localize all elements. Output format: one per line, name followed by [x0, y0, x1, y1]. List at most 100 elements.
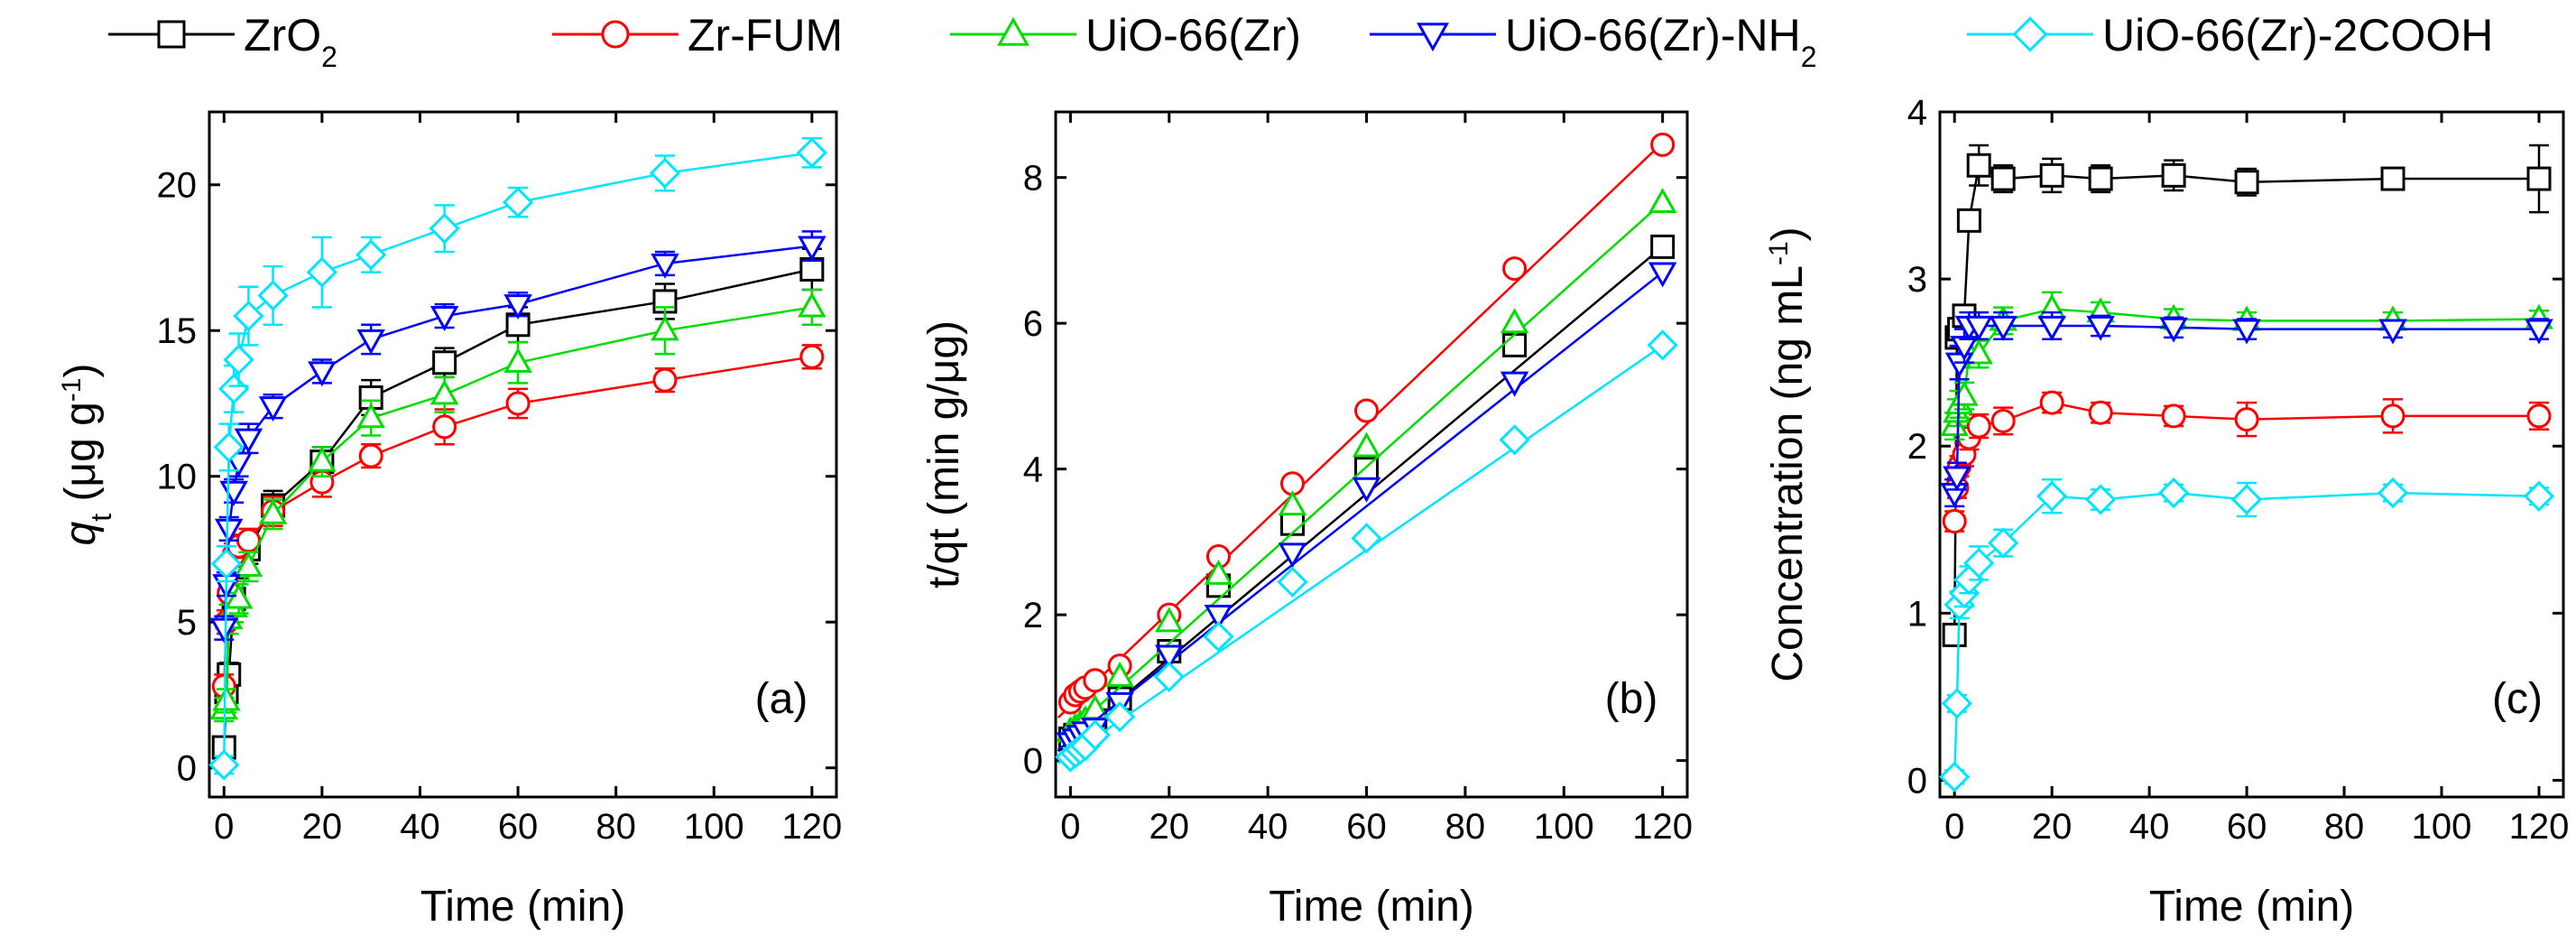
- y-tick-label: 6: [1023, 304, 1043, 344]
- x-axis-label: Time (min): [420, 883, 626, 931]
- data-point: [257, 280, 289, 311]
- data-point: [2230, 484, 2263, 515]
- x-tick-label: 20: [1150, 807, 1190, 847]
- x-tick-label: 100: [684, 807, 744, 847]
- data-point: [210, 548, 243, 579]
- data-point: [1500, 308, 1529, 334]
- data-point: [1648, 188, 1677, 214]
- data-point: [218, 373, 250, 404]
- data-point: [308, 361, 337, 387]
- x-tick-label: 40: [2129, 807, 2170, 847]
- data-point: [1079, 719, 1111, 751]
- data-point: [1950, 336, 1979, 362]
- x-tick-label: 60: [498, 807, 539, 847]
- data-point: [1203, 621, 1234, 653]
- x-tick-label: 60: [2227, 807, 2267, 847]
- data-point: [429, 305, 459, 331]
- legend-label-text: UiO-66(Zr)-2COOH: [2102, 10, 2493, 60]
- panel-tag: (b): [1605, 675, 1658, 723]
- data-point: [1941, 688, 1973, 719]
- series-uio662cooh: [208, 136, 827, 781]
- legend-marker: [157, 20, 186, 49]
- x-tick-label: 100: [2412, 807, 2472, 847]
- data-point: [429, 213, 460, 245]
- data-point: [1103, 701, 1136, 733]
- x-tick-label: 120: [1632, 807, 1693, 847]
- data-point: [233, 300, 264, 332]
- data-point: [2161, 403, 2186, 429]
- x-axis-label: Time (min): [2149, 883, 2355, 931]
- y-tick-label: 2: [1023, 596, 1043, 635]
- x-tick-label: 40: [1248, 807, 1288, 847]
- y-tick-label: 0: [1023, 742, 1043, 782]
- data-point: [2086, 315, 2115, 341]
- data-point: [208, 749, 240, 781]
- x-tick-label: 20: [302, 807, 343, 847]
- data-point: [2380, 403, 2405, 429]
- legend-marker: [2012, 16, 2048, 52]
- legend-item-uio66: UiO-66(Zr): [950, 10, 1301, 60]
- x-axis-label: Time (min): [1269, 883, 1474, 931]
- x-tick-label: 120: [781, 807, 842, 847]
- y-axis-label-text: q: [57, 521, 105, 545]
- data-point: [1988, 527, 2019, 559]
- data-point: [209, 617, 239, 644]
- data-point: [2036, 480, 2068, 512]
- y-axis-label-unit: (μg g: [57, 402, 105, 514]
- data-point: [219, 480, 248, 506]
- data-point: [2159, 317, 2188, 343]
- data-point: [358, 443, 383, 468]
- data-point: [1942, 509, 1967, 534]
- data-point: [258, 498, 288, 524]
- x-tick-label: 60: [1346, 807, 1387, 847]
- data-point: [1352, 431, 1381, 458]
- legend-label: UiO-66(Zr)-2COOH: [2102, 10, 2493, 60]
- data-point: [1354, 398, 1380, 423]
- data-point: [652, 367, 678, 393]
- data-point: [356, 329, 385, 355]
- legend-marker: [601, 20, 630, 49]
- series-zro2: [1942, 144, 2552, 647]
- fit-line: [1057, 246, 1664, 753]
- data-point: [798, 236, 826, 262]
- data-point: [1989, 315, 2017, 341]
- series-zro2: [211, 247, 825, 760]
- y-tick-label: 8: [1023, 159, 1043, 199]
- y-tick-label: 10: [157, 458, 198, 497]
- x-tick-label: 120: [2509, 807, 2570, 847]
- data-point: [1990, 408, 2016, 433]
- data-point: [2234, 407, 2259, 432]
- data-point: [306, 256, 338, 288]
- data-point: [212, 685, 241, 711]
- data-point: [649, 157, 681, 189]
- data-point: [1966, 153, 1991, 178]
- series-uio66nh2: [209, 230, 826, 644]
- plot-frame: [208, 110, 838, 799]
- data-point: [258, 396, 288, 422]
- series-uio662cooh: [1939, 477, 2555, 792]
- fit-line: [1057, 142, 1664, 718]
- panel-c: 0 20 40 60 80 100 120 0 1 2 3 4 Time (min) Concentrat…: [1764, 93, 2570, 931]
- panel-a: 0 20 40 60 80 100 120 0 5 10 15 20 Time (min) qt (μg …: [57, 110, 842, 931]
- data-point: [1650, 234, 1676, 259]
- data-point: [796, 137, 827, 169]
- data-point: [2158, 477, 2190, 509]
- x-tick-label: 0: [1944, 807, 1964, 847]
- data-point: [308, 446, 337, 472]
- x-tick-label: 20: [2032, 807, 2073, 847]
- y-tick-label: 15: [157, 311, 198, 351]
- data-point: [1939, 761, 1971, 792]
- y-tick-label: 4: [1023, 450, 1043, 490]
- legend-item-zrfum: Zr-FUM: [552, 10, 843, 60]
- series-uio66nh2: [1940, 310, 2553, 508]
- plot-frame: [1054, 110, 1689, 799]
- y-tick-label: 1: [1907, 594, 1927, 634]
- x-tick-label: 0: [214, 807, 234, 847]
- legend-label: UiO-66(Zr): [1085, 10, 1301, 60]
- data-point: [213, 431, 245, 463]
- data-point: [1943, 466, 1971, 492]
- series-uio66nh2: [1056, 262, 1677, 758]
- data-point: [1155, 607, 1184, 633]
- data-point: [1964, 338, 1993, 365]
- data-point: [1351, 523, 1382, 554]
